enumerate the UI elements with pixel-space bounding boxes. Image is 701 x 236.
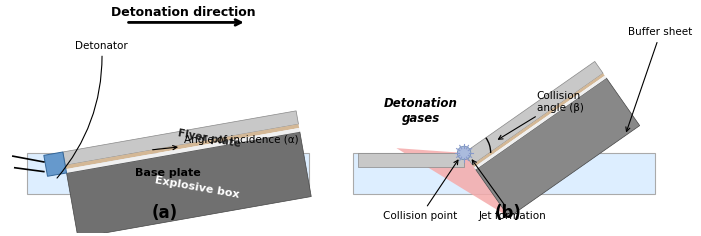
Text: Base plate: Base plate (135, 168, 201, 178)
Text: Jet formation: Jet formation (472, 160, 546, 221)
Polygon shape (464, 61, 603, 165)
Circle shape (457, 146, 471, 160)
Polygon shape (396, 148, 509, 217)
Text: Collision
angle (β): Collision angle (β) (498, 91, 583, 139)
Polygon shape (67, 132, 311, 236)
Text: Detonation direction: Detonation direction (111, 6, 256, 19)
Polygon shape (474, 76, 606, 170)
Polygon shape (476, 78, 640, 217)
Text: Flyer plate: Flyer plate (177, 129, 242, 150)
Text: Collision point: Collision point (383, 160, 458, 221)
Polygon shape (472, 73, 605, 167)
Text: (b): (b) (494, 204, 521, 222)
Polygon shape (358, 153, 464, 168)
Text: (a): (a) (151, 204, 177, 222)
Polygon shape (66, 128, 300, 173)
Polygon shape (65, 124, 299, 169)
Polygon shape (27, 153, 309, 194)
Text: Explosive box: Explosive box (154, 175, 240, 200)
Text: Detonation
gases: Detonation gases (383, 97, 458, 125)
Polygon shape (353, 153, 655, 194)
Text: Buffer sheet: Buffer sheet (626, 27, 693, 131)
Text: Angle of incidence (α): Angle of incidence (α) (153, 135, 299, 150)
Polygon shape (43, 152, 67, 176)
Polygon shape (63, 111, 299, 165)
Text: Detonator: Detonator (57, 41, 128, 178)
